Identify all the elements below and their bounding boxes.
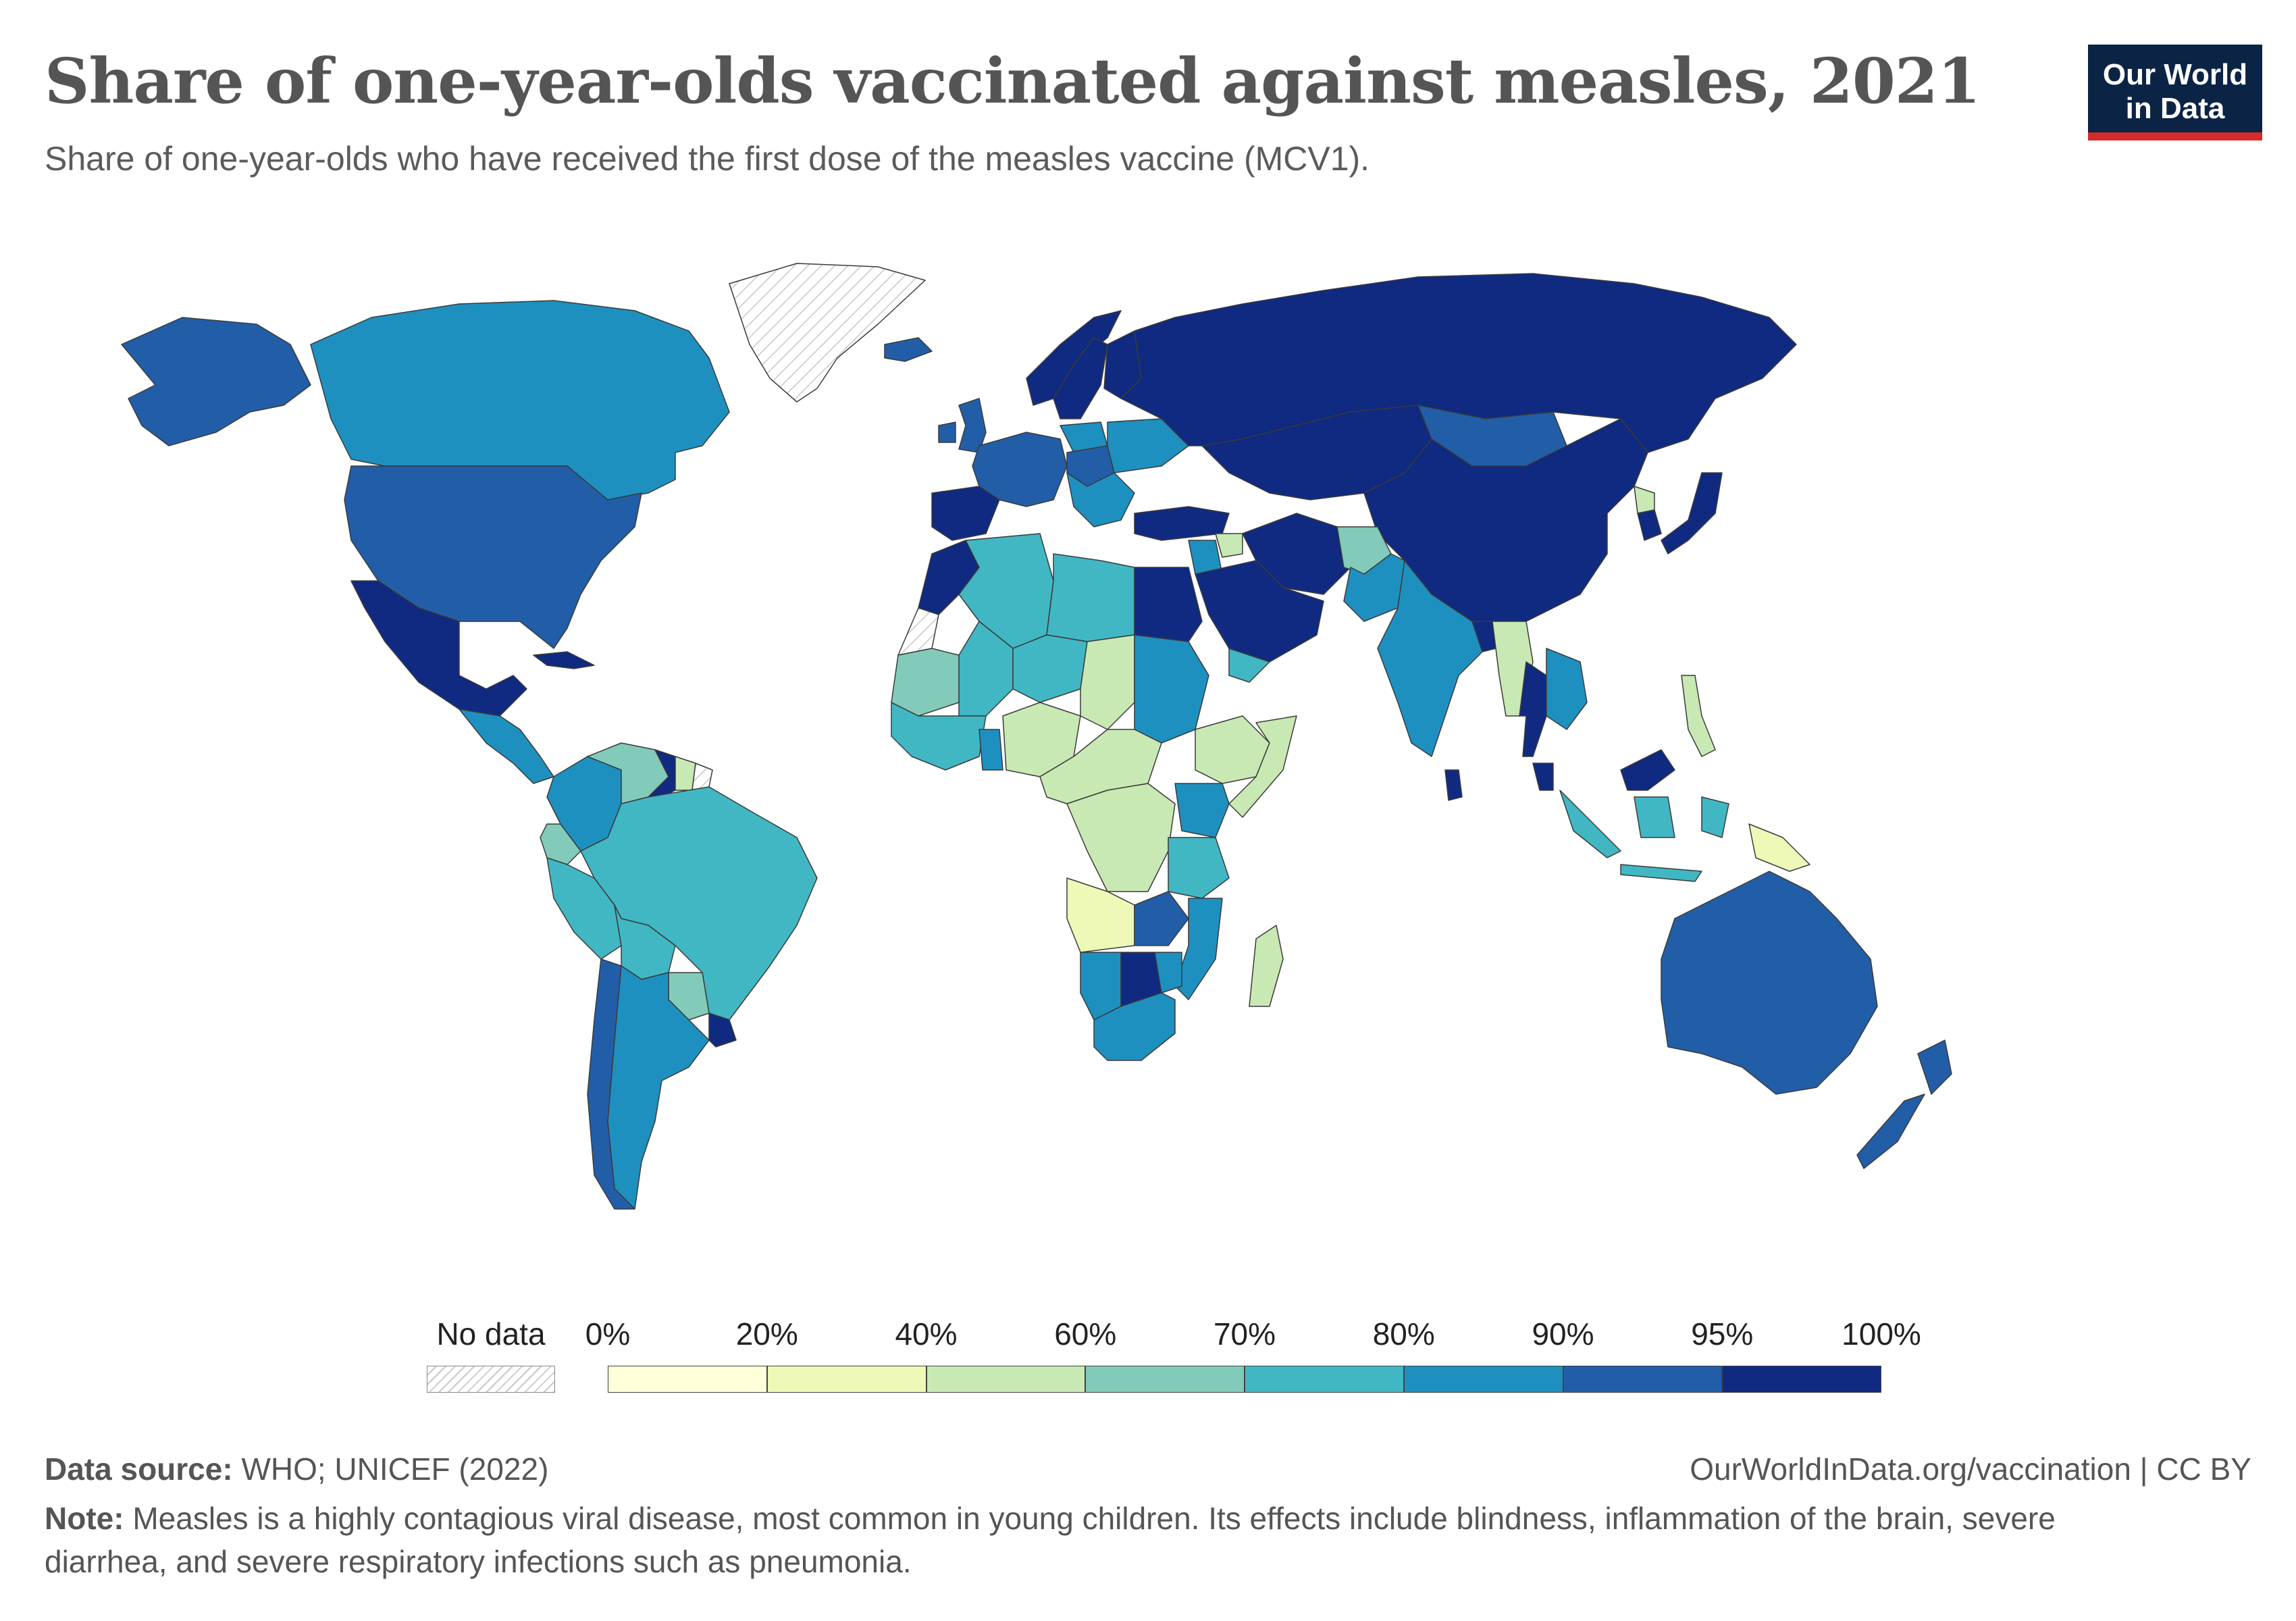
region-egypt[interactable]: Egypt bbox=[1134, 567, 1203, 642]
legend-swatch-3[interactable] bbox=[1085, 1366, 1245, 1393]
legend-tick-label-3: 60% bbox=[1054, 1316, 1117, 1352]
region-indochina[interactable]: Indochina bbox=[1546, 648, 1588, 730]
region-zimbabwe[interactable]: Zimbabwe bbox=[1154, 952, 1182, 994]
region-sweden[interactable]: Sweden bbox=[1053, 337, 1108, 419]
region-iceland[interactable]: Iceland bbox=[884, 337, 933, 362]
region-indonesia[interactable]: Indonesia bbox=[1559, 790, 1729, 882]
legend-swatch-5[interactable] bbox=[1403, 1366, 1563, 1393]
region-png[interactable]: Papua New Guinea bbox=[1748, 823, 1810, 872]
region-tanzania[interactable]: Tanzania bbox=[1168, 837, 1230, 899]
region-western-europe[interactable]: Western Europe bbox=[972, 432, 1068, 507]
data-source-value: WHO; UNICEF (2022) bbox=[241, 1451, 549, 1487]
logo-line-2: in Data bbox=[2125, 92, 2225, 125]
region-uk[interactable]: United Kingdom bbox=[958, 398, 987, 453]
region-kenya[interactable]: Kenya bbox=[1174, 783, 1230, 838]
region-mexico[interactable]: Mexico bbox=[350, 580, 527, 717]
region-greenland[interactable]: Greenland bbox=[729, 263, 926, 403]
region-mali[interactable]: Mali bbox=[958, 621, 1014, 717]
note-label: Note: bbox=[45, 1501, 124, 1536]
region-india[interactable]: India bbox=[1377, 560, 1486, 757]
region-uruguay[interactable]: Uruguay bbox=[708, 1012, 737, 1048]
region-philippines[interactable]: Philippines bbox=[1681, 675, 1716, 757]
legend-tick-label-6: 90% bbox=[1532, 1316, 1594, 1352]
region-niger[interactable]: Niger bbox=[1012, 634, 1088, 703]
note: Note: Measles is a highly contagious vir… bbox=[45, 1497, 2172, 1583]
region-somalia[interactable]: Somalia bbox=[1228, 715, 1297, 818]
region-alaska[interactable]: Alaska (United States) bbox=[121, 317, 311, 446]
legend-swatch-4[interactable] bbox=[1245, 1366, 1404, 1393]
region-cuba[interactable]: Cuba bbox=[533, 651, 595, 669]
region-turkey[interactable]: Turkey bbox=[1134, 506, 1230, 541]
region-north-korea[interactable]: North Korea bbox=[1634, 486, 1655, 514]
region-south-africa[interactable]: South Africa bbox=[1093, 992, 1176, 1061]
region-argentina[interactable]: Argentina bbox=[607, 965, 710, 1210]
region-norway[interactable]: Norway bbox=[1026, 310, 1122, 406]
legend-no-data-label: No data bbox=[436, 1316, 546, 1352]
region-mauritania[interactable]: Mauritania bbox=[891, 648, 960, 717]
region-zambia[interactable]: Zambia bbox=[1134, 891, 1189, 946]
legend-swatch-7[interactable] bbox=[1722, 1366, 1881, 1393]
legend-tick-label-2: 40% bbox=[895, 1316, 958, 1352]
data-source-label: Data source: bbox=[45, 1451, 233, 1487]
region-balkans[interactable]: Balkans bbox=[1066, 472, 1135, 528]
region-central-america[interactable]: Central America bbox=[459, 709, 554, 784]
region-chad[interactable]: Chad bbox=[1080, 634, 1135, 730]
region-malaysia[interactable]: Malaysia bbox=[1532, 749, 1675, 791]
chart-subtitle: Share of one-year-olds who have received… bbox=[45, 140, 1370, 178]
region-ghana[interactable]: Ghana bbox=[979, 729, 1003, 771]
legend-swatch-2[interactable] bbox=[926, 1366, 1086, 1393]
region-usa[interactable]: United States bbox=[344, 465, 642, 649]
region-yemen[interactable]: Yemen bbox=[1228, 648, 1270, 683]
region-ireland[interactable]: Ireland bbox=[938, 421, 956, 443]
region-iberia[interactable]: Iberia bbox=[931, 486, 1000, 541]
owid-logo[interactable]: Our World in Data bbox=[2088, 45, 2262, 140]
region-west-africa[interactable]: West Africa bbox=[891, 702, 987, 771]
logo-line-1: Our World bbox=[2102, 58, 2248, 91]
region-french-guiana[interactable]: French Guiana bbox=[692, 763, 713, 791]
legend-tick-label-5: 80% bbox=[1372, 1316, 1435, 1352]
legend-tick-label-4: 70% bbox=[1213, 1316, 1276, 1352]
legend-tick-label-7: 95% bbox=[1691, 1316, 1754, 1352]
note-text: Measles is a highly contagious viral dis… bbox=[45, 1501, 2056, 1579]
chart-title: Share of one-year-olds vaccinated agains… bbox=[45, 45, 1981, 118]
legend-swatch-1[interactable] bbox=[766, 1366, 927, 1393]
region-sri-lanka[interactable]: Sri Lanka bbox=[1444, 769, 1463, 801]
region-mozambique[interactable]: Mozambique bbox=[1174, 898, 1223, 1000]
legend-swatch-6[interactable] bbox=[1563, 1366, 1723, 1393]
region-australia[interactable]: Australia bbox=[1661, 871, 1878, 1095]
region-syria[interactable]: Syria bbox=[1215, 533, 1243, 558]
region-madagascar[interactable]: Madagascar bbox=[1249, 925, 1284, 1007]
region-new-zealand[interactable]: New Zealand bbox=[1856, 1039, 1952, 1169]
data-source: Data source: WHO; UNICEF (2022) bbox=[45, 1451, 548, 1487]
legend-swatch-0[interactable] bbox=[608, 1366, 767, 1393]
world-map[interactable]: Greenland Alaska (United States) Canada … bbox=[81, 243, 2134, 1297]
region-arabia[interactable]: Arabian Peninsula bbox=[1195, 560, 1324, 663]
region-japan[interactable]: Japan bbox=[1661, 472, 1723, 555]
region-dr-congo[interactable]: DR Congo bbox=[1066, 783, 1176, 892]
region-libya[interactable]: Libya bbox=[1046, 553, 1135, 642]
region-south-korea[interactable]: South Korea bbox=[1637, 509, 1662, 541]
legend-no-data-swatch bbox=[427, 1366, 555, 1393]
region-central-africa[interactable]: Central Africa bbox=[1039, 729, 1162, 804]
legend-tick-label-0: 0% bbox=[585, 1316, 631, 1352]
region-sudan[interactable]: Sudan bbox=[1134, 634, 1209, 744]
source-url[interactable]: OurWorldInData.org/vaccination | CC BY bbox=[1690, 1451, 2251, 1487]
legend-tick-label-end: 100% bbox=[1842, 1316, 1921, 1352]
legend-tick-label-1: 20% bbox=[735, 1316, 798, 1352]
